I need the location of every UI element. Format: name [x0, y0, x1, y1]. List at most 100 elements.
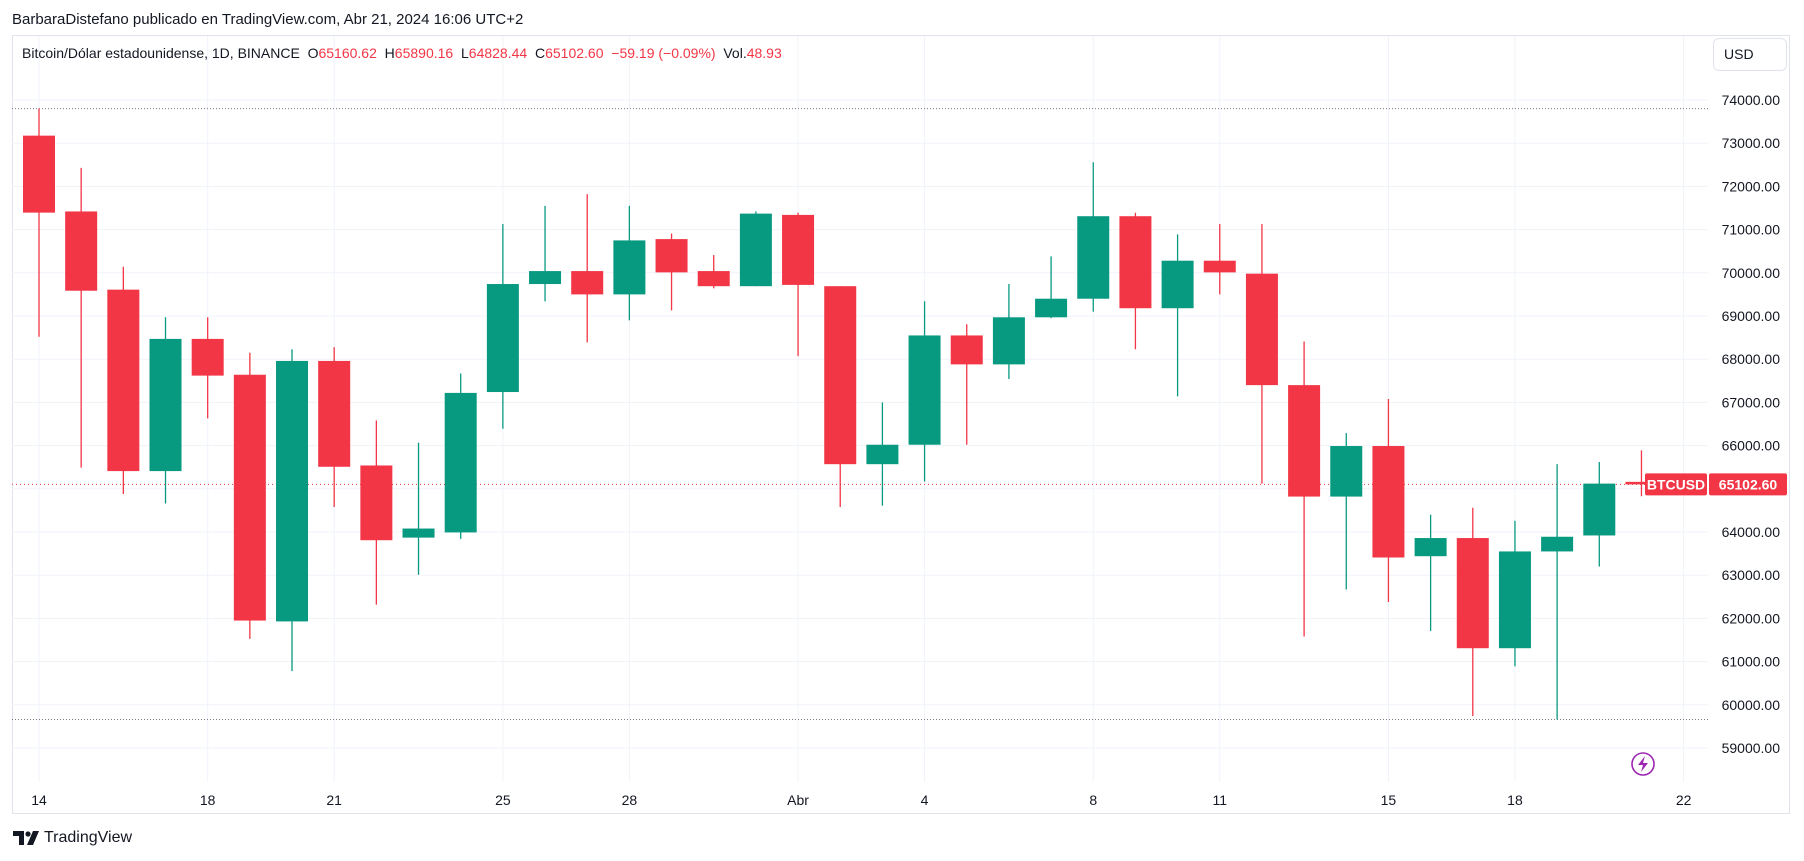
candle-body [402, 528, 435, 538]
candle-body [1161, 260, 1194, 309]
price-axis[interactable]: 59000.00 60000.00 61000.00 62000.00 63000.00… [1722, 92, 1781, 756]
candle-mar-23[interactable] [402, 442, 435, 575]
time-axis[interactable]: 14 18 21 25 28 Abr 4 8 11 15 18 22 [31, 792, 1691, 808]
candle-apr-17[interactable] [1456, 507, 1489, 717]
time-tick-label: Abr [787, 792, 809, 808]
candle-body [1414, 538, 1447, 557]
lightning-icon[interactable] [1631, 752, 1655, 776]
published-info: BarbaraDistefano publicado en TradingVie… [12, 11, 524, 28]
candle-mar-26[interactable] [529, 205, 562, 302]
candle-mar-28[interactable] [613, 205, 646, 321]
candle-body [1077, 216, 1110, 299]
candle-apr-15[interactable] [1372, 398, 1405, 602]
time-tick-label: 8 [1089, 792, 1097, 808]
candle-apr-19[interactable] [1541, 464, 1574, 720]
candle-body [1245, 273, 1278, 386]
candle-body [1456, 538, 1489, 649]
candle-mar-24[interactable] [444, 373, 477, 539]
tradingview-logo-icon [13, 831, 39, 845]
candle-body [529, 271, 562, 285]
currency-button[interactable]: USD [1713, 38, 1787, 71]
candle-body [65, 211, 98, 291]
price-tick-label: 60000.00 [1722, 697, 1781, 713]
price-tick-label: 70000.00 [1722, 265, 1781, 281]
candle-body [1035, 298, 1068, 318]
candle-body [697, 271, 730, 287]
candle-apr-9[interactable] [1119, 212, 1152, 350]
candle-body [233, 374, 266, 621]
tradingview-logo[interactable]: TradingView [13, 829, 132, 847]
price-tick-label: 59000.00 [1722, 740, 1781, 756]
candle-body [318, 360, 351, 467]
candle-body [107, 289, 140, 472]
candle-apr-13[interactable] [1288, 341, 1321, 637]
candle-apr-12[interactable] [1245, 223, 1278, 484]
time-tick-label: 25 [495, 792, 511, 808]
candle-mar-22[interactable] [360, 420, 393, 605]
legend-low-value: 64828.44 [468, 45, 528, 61]
candle-apr-10[interactable] [1161, 234, 1194, 397]
candle-body [1625, 481, 1658, 485]
candle-apr-21[interactable] [1625, 450, 1658, 497]
time-tick-label: 15 [1381, 792, 1397, 808]
candle-mar-30[interactable] [697, 255, 730, 289]
time-tick-label: 21 [326, 792, 342, 808]
candle-apr-14[interactable] [1330, 433, 1363, 590]
price-tick-label: 61000.00 [1722, 654, 1781, 670]
price-tick-label: 63000.00 [1722, 567, 1781, 583]
candle-body [1583, 483, 1616, 536]
candle-body [1498, 551, 1531, 649]
candle-body [360, 465, 393, 541]
candle-apr-11[interactable] [1203, 223, 1236, 295]
candle-apr-8[interactable] [1077, 162, 1110, 312]
candle-mar-29[interactable] [655, 233, 688, 311]
price-tick-label: 66000.00 [1722, 438, 1781, 454]
candle-apr-1[interactable] [782, 212, 815, 357]
candle-mar-14[interactable] [23, 108, 55, 337]
candle-body [191, 338, 224, 376]
candle-mar-31[interactable] [739, 211, 772, 287]
candle-mar-17[interactable] [149, 317, 182, 504]
candle-apr-6[interactable] [992, 284, 1025, 380]
candle-mar-27[interactable] [571, 194, 604, 343]
candle-mar-19[interactable] [233, 352, 266, 639]
price-tick-label: 68000.00 [1722, 351, 1781, 367]
candle-apr-20[interactable] [1583, 462, 1616, 567]
candle-apr-7[interactable] [1035, 256, 1068, 319]
legend-high-value: 65890.16 [394, 45, 454, 61]
candle-apr-5[interactable] [950, 324, 983, 445]
candle-mar-15[interactable] [65, 167, 98, 468]
range-lines [12, 108, 1708, 720]
chart-frame [12, 35, 1790, 814]
candle-body [1541, 536, 1574, 552]
legend-vol-value: 48.93 [746, 45, 782, 61]
candle-body [655, 239, 688, 273]
symbol-tag: BTCUSD [1647, 476, 1705, 492]
legend-change: −59.19 (−0.09%) [611, 45, 716, 61]
candle-mar-25[interactable] [486, 223, 519, 429]
candle-apr-4[interactable] [908, 301, 941, 482]
time-tick-label: 18 [1507, 792, 1523, 808]
candle-apr-16[interactable] [1414, 514, 1447, 631]
candle-mar-20[interactable] [276, 349, 309, 672]
candle-body [1330, 446, 1363, 497]
candle-body [1203, 260, 1236, 273]
current-price-tag: 65102.60 [1719, 476, 1778, 492]
candle-apr-3[interactable] [866, 402, 899, 506]
candle-mar-21[interactable] [318, 347, 351, 507]
candle-apr-2[interactable] [824, 286, 857, 507]
price-tick-label: 74000.00 [1722, 92, 1781, 108]
price-tick-label: 73000.00 [1722, 135, 1781, 151]
candle-body [908, 335, 941, 445]
legend-open-value: 65160.62 [318, 45, 377, 61]
candle-body [1119, 216, 1152, 309]
candle-mar-16[interactable] [107, 266, 140, 494]
candle-body [866, 444, 899, 465]
price-tick-label: 69000.00 [1722, 308, 1781, 324]
candle-apr-18[interactable] [1498, 520, 1531, 667]
candle-mar-18[interactable] [191, 317, 224, 419]
candle-body [739, 213, 772, 287]
candle-body [1372, 446, 1405, 558]
legend-open-label: O [307, 45, 319, 61]
